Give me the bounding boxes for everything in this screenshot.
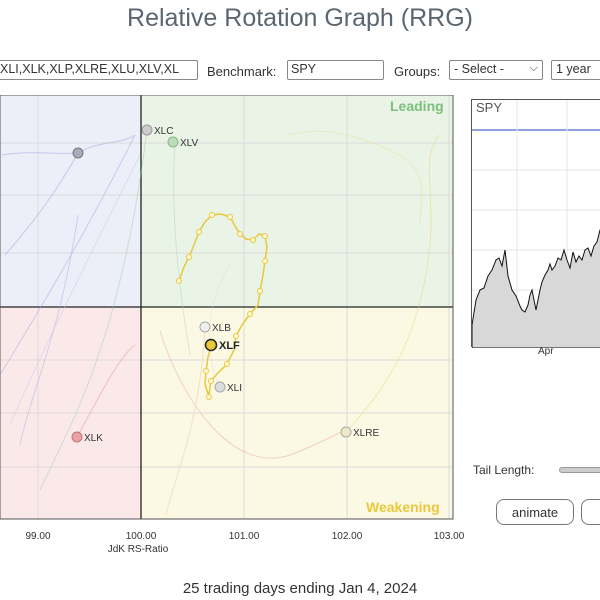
improving-quadrant xyxy=(0,95,141,307)
tail-red-2 xyxy=(159,330,347,459)
benchmark-input[interactable]: SPY xyxy=(287,60,384,80)
tail-xlre xyxy=(345,134,441,433)
page-title: Relative Rotation Graph (RRG) xyxy=(127,4,473,32)
leading-quadrant xyxy=(141,95,453,307)
x-tick-label: 103.00 xyxy=(434,531,465,542)
tail-yellow xyxy=(289,130,423,226)
x-tick-label: 100.00 xyxy=(126,531,157,542)
weakening-label: Weakening xyxy=(366,499,440,515)
tail-red-1 xyxy=(76,344,136,438)
tail-blue-4 xyxy=(9,154,141,426)
faded-head-markers: XLC XLV XLB XLI XLRE XLK xyxy=(71,124,379,444)
tail-xlv xyxy=(173,146,191,356)
xlre-label: XLRE xyxy=(353,428,379,439)
footer-caption: 25 trading days ending Jan 4, 2024 xyxy=(182,580,418,597)
xlb-label: XLB xyxy=(212,323,231,334)
rrg-chart: XLC XLV XLB XLI XLRE XLK XLF Leading Wea… xyxy=(0,95,465,555)
spy-price-area xyxy=(471,229,600,349)
tail-xli xyxy=(208,264,231,388)
x-tick-label: 99.00 xyxy=(25,531,50,542)
xlv-label: XLV xyxy=(180,138,198,149)
blue-head xyxy=(72,147,84,159)
xli-head xyxy=(214,381,226,393)
mini-chart-symbol: SPY xyxy=(476,100,502,115)
symbols-input[interactable]: XLI,XLK,XLP,XLRE,XLU,XLV,XL xyxy=(0,60,198,80)
xlc-label: XLC xyxy=(154,126,173,137)
x-axis-label: JdK RS-Ratio xyxy=(108,544,169,555)
x-axis-ticks: 99.00 100.00 101.00 102.00 103.00 xyxy=(25,531,464,542)
xli-label: XLI xyxy=(227,383,242,394)
period-select[interactable]: 1 year xyxy=(551,60,600,80)
xlb-head xyxy=(199,321,211,333)
chevron-down-icon: ⌵ xyxy=(529,62,538,74)
tail-orange xyxy=(165,326,206,516)
benchmark-mini-chart: SPY xyxy=(471,99,600,349)
xlf-label: XLF xyxy=(219,340,240,352)
toolbar: XLI,XLK,XLP,XLRE,XLU,XLV,XL Benchmark: S… xyxy=(0,60,600,84)
mini-chart-svg: SPY xyxy=(471,100,600,349)
xlre-head xyxy=(340,426,352,438)
tail-blue-5 xyxy=(19,214,79,446)
tail-blue-3 xyxy=(0,134,136,376)
groups-select[interactable]: - Select - ⌵ xyxy=(449,60,543,80)
xlk-head xyxy=(71,431,83,443)
xlc-head xyxy=(141,124,153,136)
xlk-label: XLK xyxy=(84,433,103,444)
tail-blue-2 xyxy=(4,152,79,256)
mini-chart-month-label: Apr xyxy=(538,346,554,357)
tail-length-label: Tail Length: xyxy=(473,463,535,477)
tail-length-slider[interactable] xyxy=(559,467,600,473)
period-select-value: 1 year xyxy=(556,62,591,76)
faded-tails xyxy=(0,129,441,516)
xlv-head xyxy=(167,136,179,148)
x-tick-label: 101.00 xyxy=(229,531,260,542)
animate-button[interactable]: animate xyxy=(496,499,574,525)
tail-green xyxy=(39,129,148,491)
chart-border xyxy=(0,95,454,520)
xlf-tail-points xyxy=(176,212,268,400)
leading-label: Leading xyxy=(390,98,444,114)
groups-label: Groups: xyxy=(394,64,441,79)
groups-select-value: - Select - xyxy=(454,62,505,76)
xlf-head[interactable] xyxy=(204,338,218,352)
next-button[interactable] xyxy=(581,499,600,525)
benchmark-label: Benchmark: xyxy=(207,64,277,79)
x-tick-label: 102.00 xyxy=(332,531,363,542)
